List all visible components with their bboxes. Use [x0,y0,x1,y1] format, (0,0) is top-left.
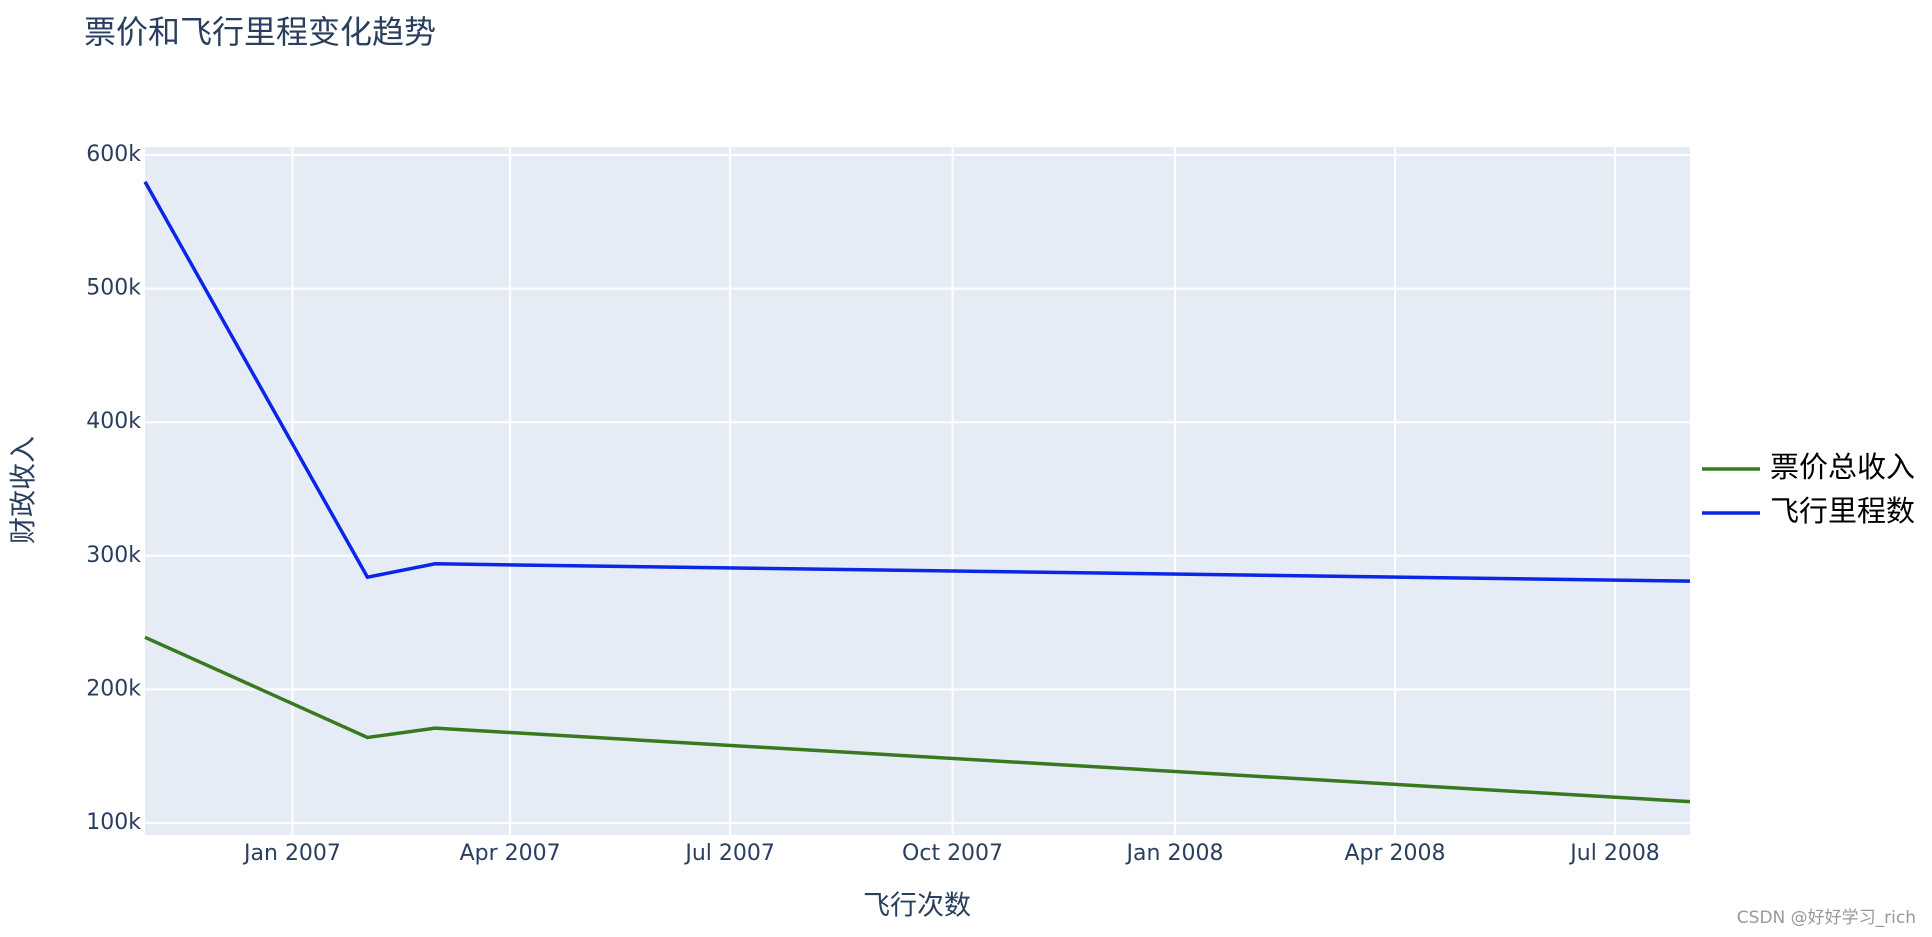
x-tick-label: Apr 2007 [460,841,561,866]
series-line [143,180,1691,583]
x-tick-label: Oct 2007 [902,841,1003,866]
y-tick-label: 500k [86,276,141,301]
legend-label: 票价总收入 [1770,450,1915,484]
x-tick-label: Jul 2007 [683,841,775,866]
x-tick-label: Apr 2008 [1345,841,1446,866]
y-axis-title: 财政收入 [9,436,40,544]
y-tick-label: 300k [86,543,141,568]
series-line [144,635,1691,804]
legend-label: 飞行里程数 [1770,494,1915,528]
watermark: CSDN @好好学习_rich [1737,908,1916,928]
x-tick-label: Jan 2007 [242,841,341,866]
y-tick-label: 600k [86,142,141,167]
x-tick-label: Jan 2008 [1125,841,1224,866]
y-tick-label: 100k [86,810,141,835]
y-tick-label: 400k [86,409,141,434]
x-tick-label: Jul 2008 [1568,841,1660,866]
plot-area [145,147,1690,835]
chart-title: 票价和飞行里程变化趋势 [84,13,436,51]
x-axis-title: 飞行次数 [863,891,971,922]
y-tick-label: 200k [86,676,141,701]
